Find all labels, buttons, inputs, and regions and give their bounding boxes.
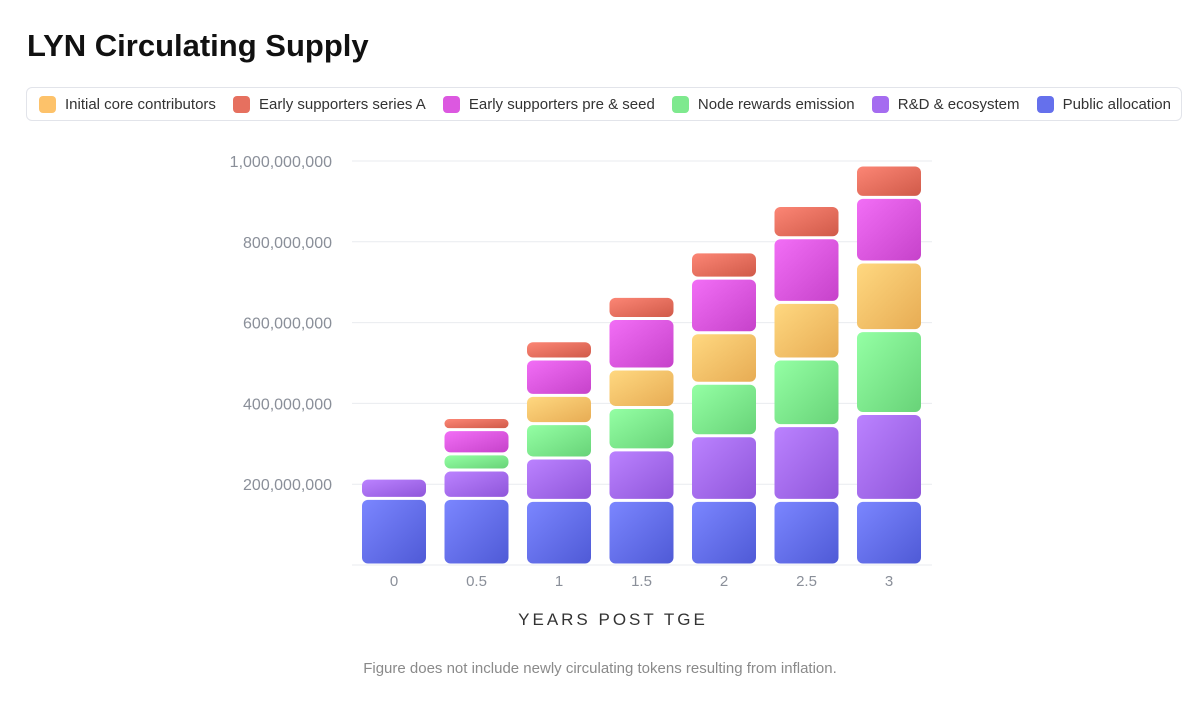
bar-segment-public-allocation-1 [527,501,591,564]
bar-segment-public-allocation-1-5 [609,501,674,564]
legend-item-initial-core-contributors[interactable]: Initial core contributors [39,95,216,113]
legend-label: R&D & ecosystem [897,95,1020,113]
x-tick-label: 1 [555,573,563,590]
bar-segment-public-allocation-3 [857,501,921,564]
bar-segment-node-rewards-emission-1-5 [609,408,674,449]
bar-segment-randd-and-ecosystem-0-5 [444,471,509,497]
legend-item-early-supporters-pre-and-seed[interactable]: Early supporters pre & seed [442,95,655,113]
legend-swatch [233,95,251,113]
bar-segment-early-supporters-pre-and-seed-2-5 [774,239,839,301]
bar-segment-early-supporters-series-a-3 [857,166,921,196]
bar-segment-initial-core-contributors-2 [692,334,756,382]
legend-label: Public allocation [1062,95,1171,113]
bar-segment-initial-core-contributors-3 [857,263,921,330]
bar-segment-early-supporters-pre-and-seed-1-5 [609,320,674,368]
bar-segment-early-supporters-pre-and-seed-3 [857,198,921,261]
bar-segment-early-supporters-pre-and-seed-1 [527,360,591,394]
stacked-bar-chart: 200,000,000 400,000,000 600,000,000 800,000… [230,154,932,629]
page-title: LYN Circulating Supply [27,28,369,63]
bar-segment-randd-and-ecosystem-0 [362,479,426,497]
legend-item-randd-and-ecosystem[interactable]: R&D & ecosystem [871,95,1020,113]
x-tick-label: 2 [720,573,728,590]
chart-footnote: Figure does not include newly circulatin… [363,660,837,677]
legend-swatch [871,95,889,113]
x-tick-label: 3 [885,573,893,590]
x-tick-label: 0.5 [466,573,487,590]
bar-segment-randd-and-ecosystem-3 [857,415,921,499]
y-tick-label: 600,000,000 [243,316,332,333]
legend-label: Node rewards emission [697,95,855,113]
bar-segment-node-rewards-emission-0-5 [444,455,509,469]
chart-legend: Initial core contributors Early supporter… [26,87,1182,121]
legend-swatch [1036,95,1054,113]
bar-segment-node-rewards-emission-2-5 [774,360,839,425]
x-tick-label: 2.5 [796,573,817,590]
y-tick-label: 800,000,000 [243,235,332,252]
legend-swatch [671,95,689,113]
y-tick-label: 400,000,000 [243,396,332,413]
bar-segment-public-allocation-2-5 [774,501,839,564]
legend-label: Initial core contributors [65,95,216,113]
x-tick-label: 0 [390,573,398,590]
bar-segment-randd-and-ecosystem-1 [527,459,591,499]
bar-segment-public-allocation-2 [692,501,756,564]
bar-segment-node-rewards-emission-1 [527,425,591,457]
x-tick-label: 1.5 [631,573,652,590]
legend-label: Early supporters pre & seed [468,95,655,113]
bar-segment-randd-and-ecosystem-1-5 [609,451,674,499]
legend-item-public-allocation[interactable]: Public allocation [1036,95,1171,113]
bar-segment-early-supporters-pre-and-seed-0-5 [444,431,509,453]
bar-segment-early-supporters-series-a-1 [527,342,591,358]
bar-segment-randd-and-ecosystem-2 [692,437,756,499]
legend-item-node-rewards-emission[interactable]: Node rewards emission [671,95,855,113]
bar-segment-initial-core-contributors-1-5 [609,370,674,406]
bar-segment-initial-core-contributors-2-5 [774,303,839,358]
bar-segment-early-supporters-series-a-0-5 [444,419,509,429]
y-tick-label: 1,000,000,000 [230,154,332,171]
bar-segment-public-allocation-0 [362,499,426,564]
bar-segment-early-supporters-series-a-2-5 [774,206,839,237]
legend-swatch [39,95,56,113]
bar-segment-initial-core-contributors-1 [527,396,591,423]
y-tick-label: 200,000,000 [243,477,332,494]
legend-swatch [442,95,460,113]
bar-segment-node-rewards-emission-3 [857,332,921,412]
bar-segment-randd-and-ecosystem-2-5 [774,427,839,499]
legend-item-early-supporters-series-a[interactable]: Early supporters series A [233,95,426,113]
bar-segment-public-allocation-0-5 [444,499,509,564]
legend-label: Early supporters series A [259,95,426,113]
bar-segment-early-supporters-series-a-1-5 [609,297,674,318]
bar-segment-node-rewards-emission-2 [692,384,756,435]
bar-segment-early-supporters-series-a-2 [692,253,756,277]
x-axis-title: YEARS POST TGE [518,610,708,629]
bar-segment-early-supporters-pre-and-seed-2 [692,279,756,332]
